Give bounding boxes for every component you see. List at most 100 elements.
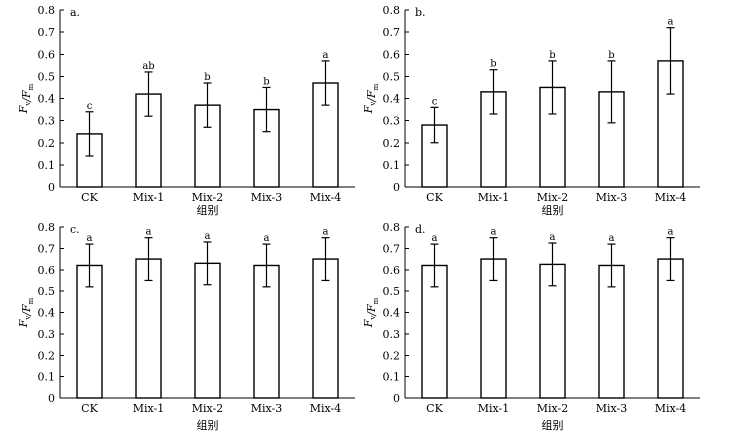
chart-panel-a: 00.10.20.30.40.50.60.70.8 a.Fv/FmcCKabMix…	[17, 4, 355, 217]
significance-letter: a	[609, 233, 615, 244]
y-tick-label: 0.1	[383, 371, 401, 384]
bar	[253, 264, 280, 399]
bar	[598, 264, 625, 399]
panel-label: b.	[415, 6, 426, 19]
y-tick-label: 0.4	[383, 93, 401, 106]
y-tick-label: 0.8	[383, 4, 401, 17]
y-axis-label: Fv/Fm	[362, 83, 380, 114]
y-tick-label: 0.6	[383, 264, 401, 277]
bar	[657, 258, 684, 399]
chart-panel-c: 0 0.1 0.2 0.3 0.4 0.5 0.6 0.7 0.8 c. Fv/Fm a CK a Mix-…	[17, 221, 355, 432]
x-tick-label: CK	[81, 402, 98, 415]
y-tick-label: 0.5	[383, 70, 401, 83]
panel-label: c.	[70, 223, 80, 236]
significance-letter: b	[608, 50, 614, 61]
x-tick-label: CK	[81, 191, 98, 204]
x-axis-label: 组别	[197, 203, 219, 217]
significance-letter: a	[323, 50, 329, 61]
y-tick-label: 0	[48, 392, 55, 405]
chart-panel-d: 0 0.1 0.2 0.3 0.4 0.5 0.6 0.7 0.8 d. Fv/Fm a CK a Mix-…	[362, 221, 700, 432]
y-tick-label: 0.7	[383, 242, 401, 255]
y-tick-label: 0.1	[383, 159, 401, 172]
significance-letter: c	[432, 96, 438, 107]
x-tick-label: Mix-3	[596, 402, 628, 415]
x-tick-label: Mix-2	[192, 402, 224, 415]
x-axis-label: 组别	[542, 203, 564, 217]
significance-letter: b	[204, 72, 210, 83]
y-tick-label: 0	[48, 181, 55, 194]
x-tick-label: Mix-3	[251, 191, 283, 204]
x-tick-label: Mix-4	[655, 191, 687, 204]
y-tick-label: 0.3	[383, 328, 401, 341]
y-tick-label: 0.4	[38, 93, 56, 106]
significance-letter: b	[263, 76, 269, 87]
y-tick-label: 0.8	[383, 221, 401, 234]
significance-letter: a	[146, 227, 152, 238]
y-axis-label: Fv/Fm	[17, 297, 35, 328]
x-axis-label: 组别	[542, 418, 564, 432]
significance-letter: b	[490, 59, 496, 70]
y-tick-label: 0.3	[383, 115, 401, 128]
significance-letter: a	[264, 233, 270, 244]
y-axis-label: Fv/Fm	[17, 83, 35, 114]
y-tick-label: 0.7	[383, 26, 401, 39]
panel-label: d.	[415, 223, 426, 236]
x-tick-label: Mix-4	[310, 191, 342, 204]
y-tick-label: 0.1	[38, 371, 56, 384]
significance-letter: a	[432, 233, 438, 244]
y-tick-label: 0.3	[38, 328, 56, 341]
y-tick-label: 0.2	[383, 137, 401, 150]
bar	[253, 108, 280, 188]
significance-letter: b	[549, 50, 555, 61]
x-tick-label: CK	[426, 402, 443, 415]
x-tick-label: Mix-2	[192, 191, 224, 204]
bar	[539, 263, 566, 399]
x-tick-label: Mix-3	[251, 402, 283, 415]
bar	[194, 262, 221, 399]
y-tick-label: 0.6	[38, 48, 56, 61]
bar	[312, 82, 339, 188]
y-tick-label: 0.4	[38, 307, 56, 320]
x-tick-label: Mix-1	[478, 191, 510, 204]
x-tick-label: Mix-2	[537, 191, 569, 204]
x-tick-label: Mix-4	[655, 402, 687, 415]
x-tick-label: Mix-4	[310, 402, 342, 415]
significance-letter: a	[550, 232, 556, 243]
y-axis-label: Fv/Fm	[362, 297, 380, 328]
x-tick-label: Mix-1	[478, 402, 510, 415]
y-tick-label: 0	[393, 181, 400, 194]
x-tick-label: Mix-3	[596, 191, 628, 204]
y-tick-label: 0.5	[38, 285, 56, 298]
bar	[312, 258, 339, 399]
y-tick-label: 0.7	[38, 242, 56, 255]
significance-letter: a	[205, 231, 211, 242]
y-tick-label: 0.2	[38, 137, 56, 150]
significance-letter: ab	[142, 61, 154, 72]
significance-letter: a	[87, 233, 93, 244]
y-tick-label: 0	[393, 392, 400, 405]
y-tick-label: 0.2	[38, 349, 56, 362]
bar	[76, 264, 103, 399]
bar	[135, 258, 162, 399]
chart-panel-b: 0 0.1 0.2 0.3 0.4 0.5 0.6 0.7 0.8 b. Fv/Fm c CK b Mix-…	[362, 4, 700, 217]
x-tick-label: Mix-1	[133, 402, 165, 415]
y-tick-label: 0.6	[38, 264, 56, 277]
significance-letter: a	[668, 17, 674, 28]
y-tick-label: 0.2	[383, 349, 401, 362]
significance-letter: a	[323, 227, 329, 238]
y-tick-label: 0.1	[38, 159, 56, 172]
x-axis-label: 组别	[197, 418, 219, 432]
y-tick-label: 0.5	[383, 285, 401, 298]
y-tick-label: 0.4	[383, 307, 401, 320]
y-tick-label: 0.5	[38, 70, 56, 83]
x-tick-label: Mix-1	[133, 191, 165, 204]
significance-letter: a	[668, 227, 674, 238]
bar	[421, 264, 448, 399]
significance-letter: c	[87, 101, 93, 112]
y-tick-label: 0.6	[383, 48, 401, 61]
panel-label: a.	[70, 6, 80, 19]
x-tick-label: CK	[426, 191, 443, 204]
y-tick-label: 0.3	[38, 115, 56, 128]
y-tick-label: 0.8	[38, 4, 56, 17]
